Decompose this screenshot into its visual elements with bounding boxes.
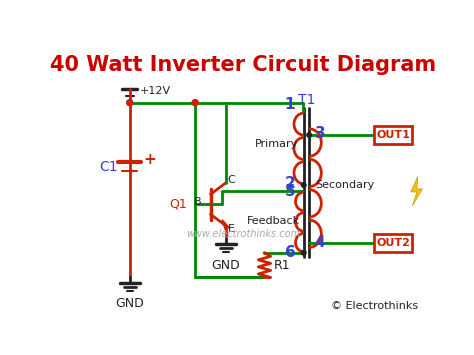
Text: 5: 5 — [285, 184, 295, 199]
Text: +12V: +12V — [140, 86, 171, 96]
Circle shape — [192, 100, 198, 106]
Text: Primary: Primary — [255, 139, 298, 149]
Text: 4: 4 — [315, 235, 325, 250]
Text: © Electrothinks: © Electrothinks — [331, 301, 419, 311]
Text: 2: 2 — [284, 176, 295, 191]
Text: Feedback: Feedback — [247, 216, 301, 226]
Circle shape — [307, 133, 311, 137]
Text: www.electrothinks.com: www.electrothinks.com — [186, 229, 300, 239]
Text: C: C — [228, 175, 235, 185]
Text: B: B — [194, 197, 201, 207]
Text: 40 Watt Inverter Circuit Diagram: 40 Watt Inverter Circuit Diagram — [50, 55, 436, 75]
Text: +: + — [144, 152, 156, 167]
Polygon shape — [411, 176, 422, 206]
Text: GND: GND — [115, 297, 144, 311]
Text: 6: 6 — [284, 245, 295, 260]
Text: OUT2: OUT2 — [376, 238, 410, 248]
Text: R1: R1 — [273, 259, 291, 272]
Text: 3: 3 — [315, 126, 325, 141]
FancyBboxPatch shape — [374, 234, 412, 252]
FancyBboxPatch shape — [374, 126, 412, 144]
Text: T1: T1 — [298, 93, 316, 106]
Polygon shape — [222, 220, 229, 230]
Text: GND: GND — [211, 259, 240, 272]
Text: C1: C1 — [99, 160, 118, 174]
Circle shape — [301, 183, 306, 187]
Text: Secondary: Secondary — [316, 180, 375, 190]
Text: 1: 1 — [285, 97, 295, 112]
Text: Q1: Q1 — [170, 198, 188, 211]
Circle shape — [127, 100, 133, 106]
Text: OUT1: OUT1 — [376, 130, 410, 140]
Text: E: E — [228, 224, 235, 234]
Circle shape — [301, 251, 306, 255]
